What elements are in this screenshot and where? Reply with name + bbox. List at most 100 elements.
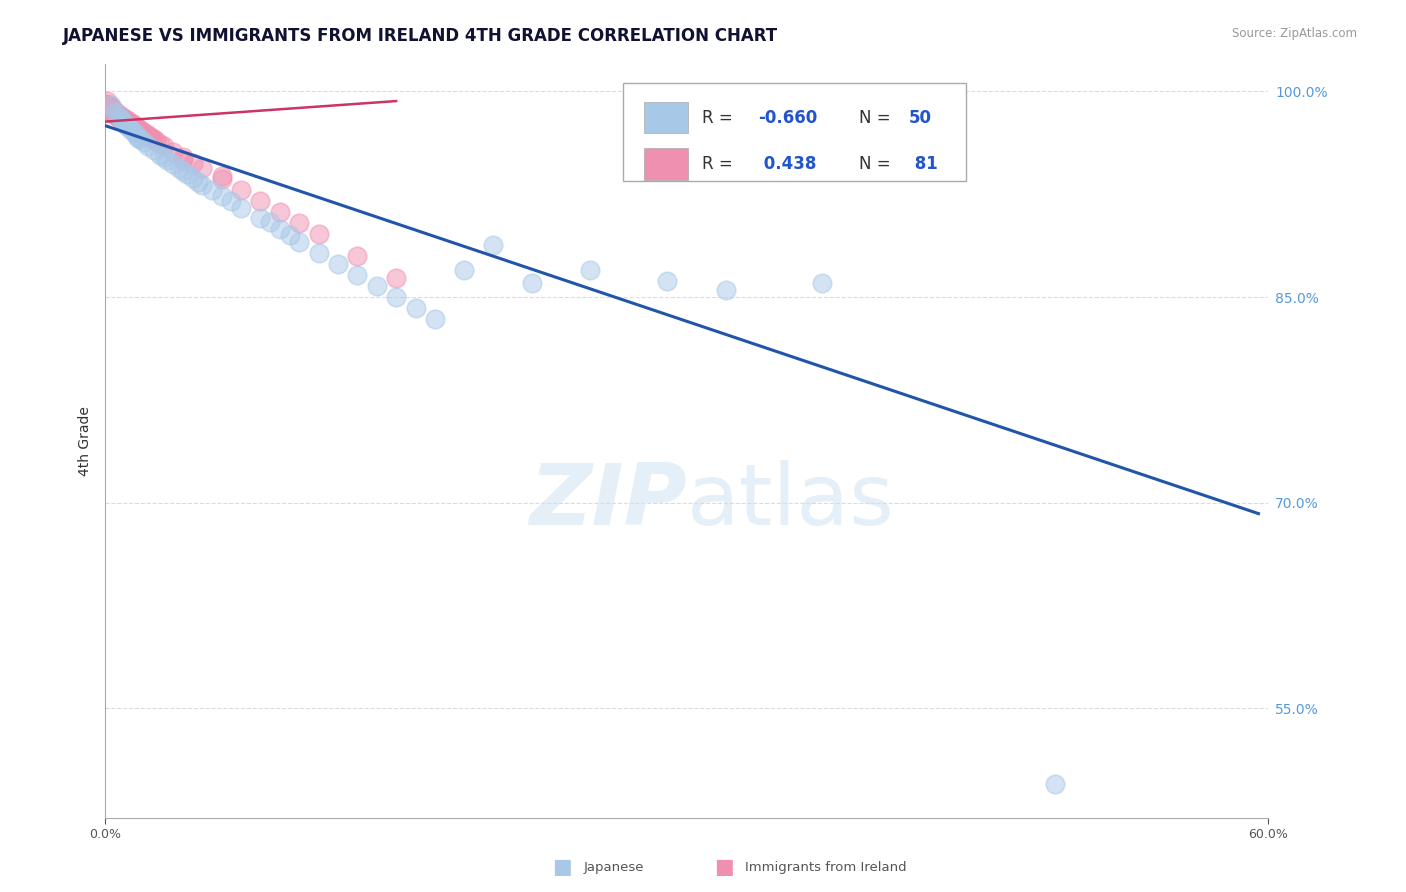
Point: [482, 238, 505, 252]
Point: [125, 121, 148, 136]
Point: [249, 211, 271, 225]
Point: [172, 150, 194, 164]
Point: [149, 136, 172, 151]
Point: [156, 153, 179, 167]
Point: [176, 167, 198, 181]
Point: [249, 194, 271, 208]
Point: [108, 111, 131, 125]
Point: [124, 126, 146, 140]
Point: [108, 111, 131, 125]
Point: [121, 117, 143, 131]
Point: [96, 96, 118, 111]
Point: [308, 227, 330, 241]
Point: [520, 277, 543, 291]
Point: [162, 145, 184, 159]
Point: [288, 216, 311, 230]
Point: [108, 109, 131, 123]
Text: 0.438: 0.438: [758, 155, 815, 173]
Point: [181, 170, 204, 185]
Text: 81: 81: [908, 155, 938, 173]
Point: [152, 139, 174, 153]
Text: Immigrants from Ireland: Immigrants from Ireland: [745, 861, 907, 873]
Point: [114, 114, 136, 128]
Point: [114, 112, 136, 126]
Point: [135, 127, 157, 141]
Point: [211, 188, 233, 202]
Point: [129, 124, 152, 138]
Point: [129, 123, 152, 137]
Point: [288, 235, 311, 250]
Point: [103, 103, 125, 117]
Text: R =: R =: [702, 155, 738, 173]
Point: [308, 246, 330, 260]
Point: [172, 164, 194, 178]
Point: [326, 257, 349, 271]
Y-axis label: 4th Grade: 4th Grade: [79, 406, 93, 476]
Point: [98, 103, 121, 117]
FancyBboxPatch shape: [644, 148, 688, 180]
Point: [366, 279, 388, 293]
Point: [105, 109, 128, 123]
Point: [111, 113, 134, 128]
Point: [142, 144, 165, 158]
Point: [124, 119, 146, 133]
Point: [134, 135, 156, 149]
Point: [221, 194, 243, 208]
Point: [114, 113, 136, 128]
Text: ■: ■: [714, 857, 734, 877]
Text: R =: R =: [702, 109, 738, 127]
Point: [657, 274, 679, 288]
Point: [110, 111, 132, 125]
Point: [110, 109, 132, 123]
Point: [405, 301, 427, 315]
Point: [118, 116, 141, 130]
Point: [111, 112, 134, 126]
Point: [104, 105, 127, 120]
Point: [269, 205, 291, 219]
Point: [120, 123, 142, 137]
FancyBboxPatch shape: [623, 83, 966, 181]
Point: [181, 155, 204, 169]
Point: [105, 108, 128, 122]
Point: [191, 161, 214, 176]
Text: 50: 50: [908, 109, 932, 127]
Point: [167, 161, 190, 176]
Text: N =: N =: [859, 109, 896, 127]
Point: [103, 103, 125, 118]
Point: [187, 175, 209, 189]
Point: [104, 106, 127, 120]
Text: Japanese: Japanese: [583, 861, 644, 873]
Point: [115, 119, 138, 133]
Point: [139, 129, 162, 144]
Point: [127, 121, 149, 136]
Point: [278, 228, 301, 243]
Point: [149, 147, 172, 161]
Text: JAPANESE VS IMMIGRANTS FROM IRELAND 4TH GRADE CORRELATION CHART: JAPANESE VS IMMIGRANTS FROM IRELAND 4TH …: [63, 27, 779, 45]
Text: ZIP: ZIP: [529, 459, 686, 543]
Point: [201, 183, 224, 197]
Point: [110, 112, 132, 126]
Point: [579, 262, 602, 277]
Point: [385, 290, 408, 304]
Point: [385, 271, 408, 285]
Point: [259, 215, 281, 229]
Point: [423, 312, 446, 326]
Point: [346, 268, 368, 282]
Point: [141, 131, 163, 145]
Point: [453, 262, 475, 277]
Point: [98, 98, 121, 112]
Point: [100, 99, 122, 113]
Point: [108, 109, 131, 123]
Point: [136, 139, 159, 153]
Point: [162, 157, 184, 171]
Text: N =: N =: [859, 155, 896, 173]
Point: [129, 132, 152, 146]
Point: [191, 178, 214, 192]
Text: ■: ■: [553, 857, 572, 877]
Point: [136, 128, 159, 143]
Point: [346, 249, 368, 263]
Point: [111, 111, 134, 125]
Point: [118, 120, 141, 134]
Point: [120, 116, 142, 130]
Point: [96, 94, 118, 108]
